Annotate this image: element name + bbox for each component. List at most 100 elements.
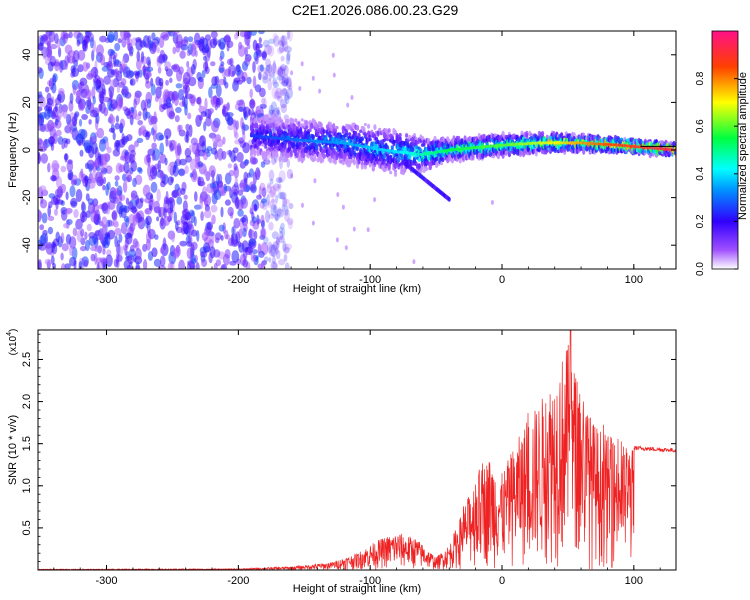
noise-blob [184,165,189,175]
noise-blob [281,80,289,87]
noise-blob [266,182,271,189]
colorbar-tick-label: 0.0 [695,262,706,276]
noise-blob [279,226,283,234]
noise-blob [249,205,255,212]
noise-blob [61,142,66,150]
signal-cell [411,146,415,153]
noise-blob [66,113,72,126]
noise-blob [188,144,196,153]
noise-blob [203,209,212,219]
noise-blob [204,43,210,54]
noise-blob [280,222,285,230]
noise-blob [71,67,79,77]
noise-blob [54,97,62,106]
noise-blob [84,239,90,252]
noise-blob [200,111,207,117]
noise-blob [47,43,51,56]
noise-blob [75,134,84,144]
signal-cell [318,143,322,147]
signal-cell [455,144,459,149]
noise-blob [268,221,274,231]
noise-blob [220,235,224,241]
noise-blob [262,72,269,81]
noise-blob [270,184,278,196]
noise-blob [269,178,274,185]
noise-blob [211,120,220,133]
signal-cell [482,133,486,140]
noise-blob [159,247,164,254]
signal-cell [363,123,367,126]
noise-blob [282,87,288,96]
noise-blob [70,197,78,208]
signal-cell [414,136,418,142]
noise-blob [189,94,196,104]
noise-blob [286,31,290,40]
noise-blob [279,99,288,109]
noise-blob [60,252,64,261]
snr-scale-label: (x104) [6,329,19,356]
noise-blob [84,231,88,240]
noise-blob [197,180,206,187]
noise-blob [277,192,285,200]
noise-blob [52,262,56,269]
signal-cell [572,132,576,137]
noise-blob [227,237,234,247]
signal-cell [327,149,331,154]
noise-blob [227,163,232,169]
noise-blob [284,78,289,85]
noise-blob [104,140,109,150]
noise-blob [243,248,248,260]
noise-blob [142,64,146,77]
noise-blob [241,61,249,71]
noise-blob [158,35,165,49]
noise-blob [278,44,285,53]
noise-blob [190,43,197,57]
noise-blob [65,234,72,245]
signal-cell [254,116,258,124]
signal-cell [417,158,421,163]
noise-blob [201,186,208,199]
noise-blob [112,219,118,227]
noise-blob [88,232,96,239]
noise-blob [275,238,280,250]
signal-cell [299,141,303,147]
noise-blob [92,95,96,105]
noise-blob [164,157,168,166]
noise-blob [109,79,115,93]
noise-blob [102,248,106,255]
noise-blob [256,170,261,178]
noise-blob [262,75,269,84]
noise-blob [121,57,125,69]
noise-blob [78,118,83,127]
noise-blob [273,81,279,88]
noise-blob [255,55,259,65]
noise-blob [231,250,240,263]
noise-blob [251,216,257,224]
noise-blob [38,42,44,51]
noise-blob [194,204,202,210]
signal-cell [355,124,360,131]
snr-xtick-label: -200 [227,575,249,587]
noise-blob [279,64,287,72]
noise-blob [136,59,142,70]
noise-blob [50,43,58,50]
noise-blob [143,259,148,269]
noise-blob [102,184,106,191]
signal-cell [441,157,445,163]
noise-blob [240,197,249,209]
noise-blob [214,237,220,244]
noise-blob [60,165,67,173]
signal-cell [376,130,380,137]
signal-cell [283,143,287,150]
noise-blob [261,187,267,198]
snr-ytick-label: 1.5 [21,436,33,451]
noise-blob [81,114,88,120]
spectrogram-ylabel: Frequency (Hz) [7,112,19,188]
noise-blob [185,123,190,131]
noise-blob [265,64,270,71]
noise-blob [123,161,130,174]
noise-blob [75,218,83,230]
noise-blob [272,60,276,73]
noise-blob [248,229,255,239]
